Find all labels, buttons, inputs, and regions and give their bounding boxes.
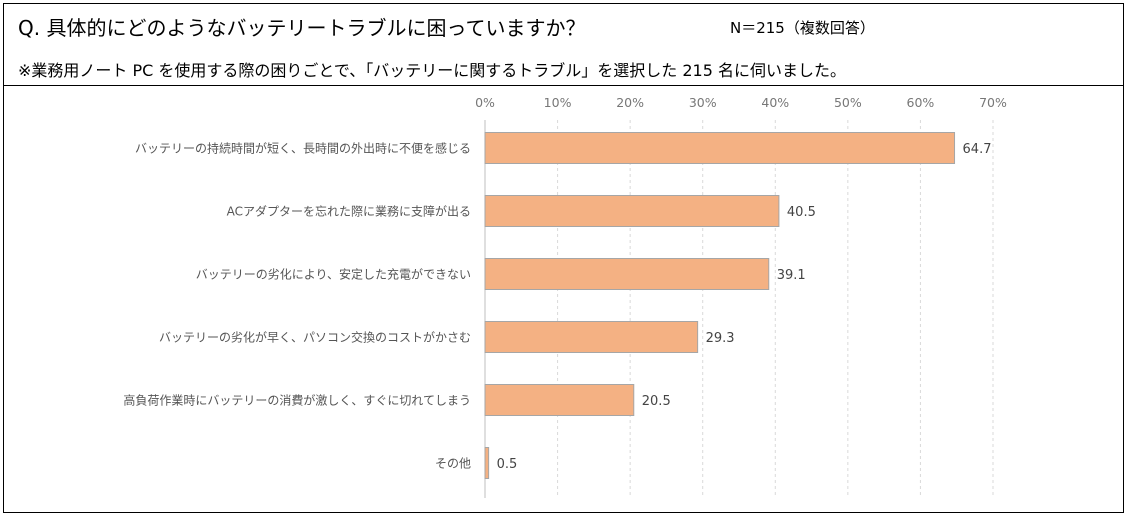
- x-tick-label: 40%: [761, 95, 789, 110]
- x-tick-label: 0%: [475, 95, 495, 110]
- bar: [484, 384, 635, 416]
- bar: [484, 132, 956, 164]
- data-label: 40.5: [787, 205, 816, 220]
- bar: [484, 258, 770, 290]
- data-label: 29.3: [706, 331, 735, 346]
- x-tick-label: 70%: [979, 95, 1007, 110]
- x-tick-label: 20%: [616, 95, 644, 110]
- category-label: その他: [435, 457, 471, 471]
- question-title: Q. 具体的にどのようなバッテリートラブルに困っていますか？: [18, 16, 586, 40]
- data-label: 20.5: [642, 394, 671, 409]
- category-label: バッテリーの劣化により、安定した充電ができない: [196, 267, 471, 282]
- tick-label-layer: 0% 10% 20% 30% 40% 50% 60% 70%: [475, 95, 1007, 110]
- data-label: 39.1: [777, 268, 806, 283]
- x-tick-label: 60%: [907, 95, 935, 110]
- sample-size-label: N＝215（複数回答）: [730, 19, 875, 37]
- bar: [484, 321, 699, 353]
- category-label: 高負荷作業時にバッテリーの消費が激しく、すぐに切れてしまう: [123, 393, 471, 408]
- data-label: 0.5: [497, 457, 518, 472]
- x-tick-label: 30%: [689, 95, 717, 110]
- survey-frame: Q. 具体的にどのようなバッテリートラブルに困っていますか？ N＝215（複数回…: [3, 3, 1124, 513]
- survey-note: ※業務用ノート PC を使用する際の困りごとで、「バッテリーに関するトラブル」を…: [18, 61, 846, 80]
- value-label-layer: 64.7 40.5 39.1 29.3 20.5 0.5: [497, 142, 992, 472]
- grid-layer: [484, 120, 994, 498]
- bar: [484, 195, 780, 227]
- data-label: 64.7: [963, 142, 992, 157]
- note-header: ※業務用ノート PC を使用する際の困りごとで、「バッテリーに関するトラブル」を…: [4, 47, 1123, 86]
- category-label: バッテリーの劣化が早く、パソコン交換のコストがかさむ: [159, 330, 471, 345]
- category-label: バッテリーの持続時間が短く、長時間の外出時に不便を感じる: [135, 141, 471, 156]
- x-tick-label: 50%: [834, 95, 862, 110]
- question-header: Q. 具体的にどのようなバッテリートラブルに困っていますか？ N＝215（複数回…: [4, 4, 1123, 47]
- bar: [484, 447, 490, 479]
- bar-layer: [484, 132, 956, 479]
- category-label: ACアダプターを忘れた際に業務に支障が出る: [227, 204, 471, 219]
- x-tick-label: 10%: [544, 95, 572, 110]
- category-label-layer: バッテリーの持続時間が短く、長時間の外出時に不便を感じる ACアダプターを忘れた際…: [123, 141, 471, 471]
